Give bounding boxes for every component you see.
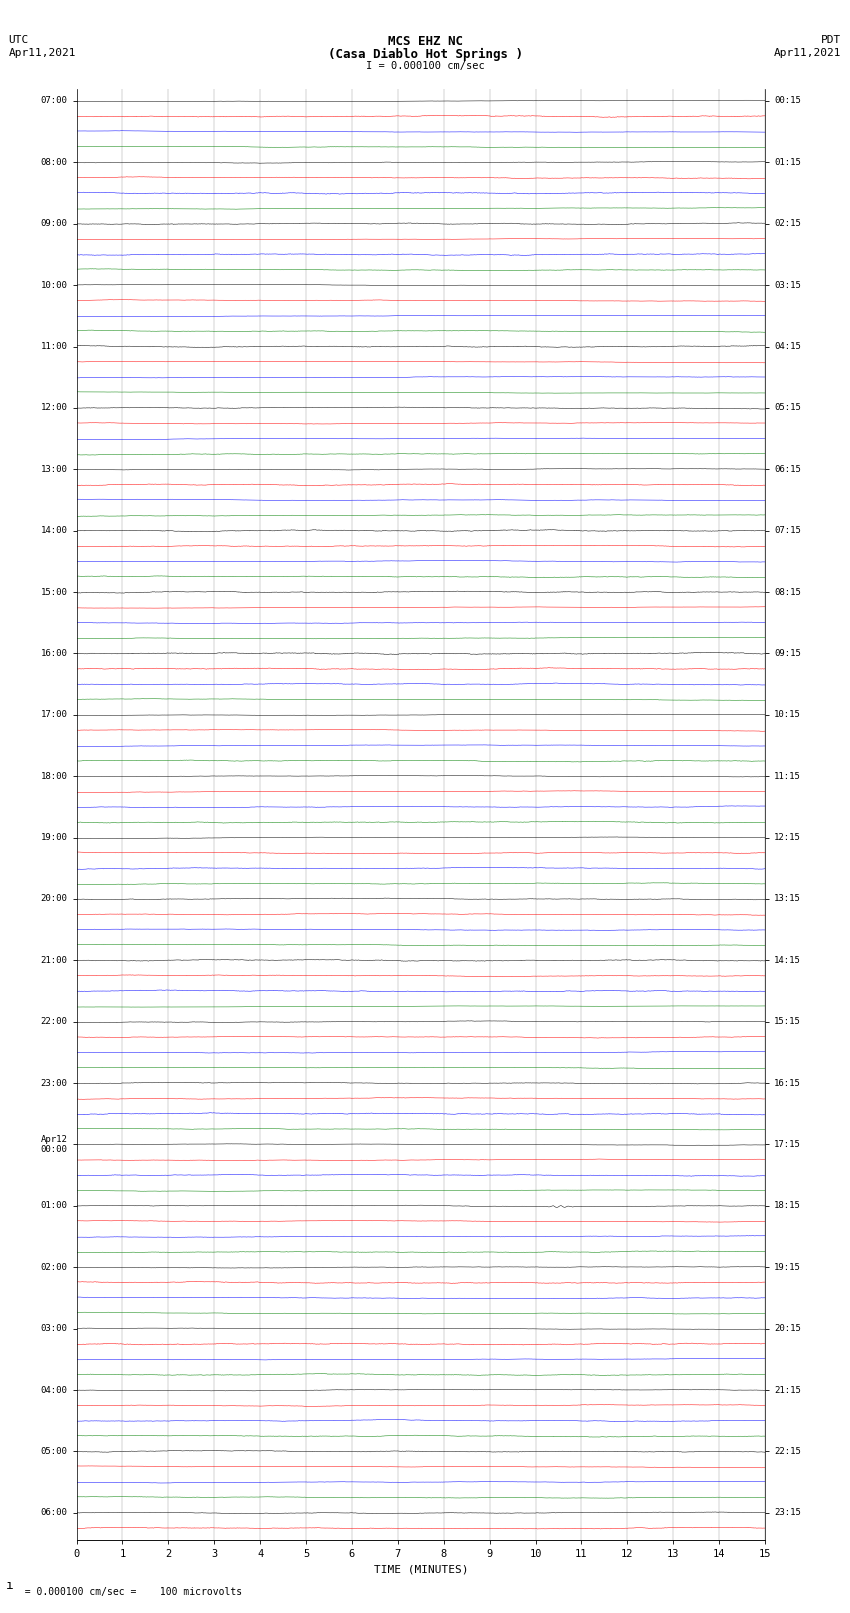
X-axis label: TIME (MINUTES): TIME (MINUTES) (373, 1565, 468, 1574)
Text: I = 0.000100 cm/sec: I = 0.000100 cm/sec (366, 61, 484, 71)
Text: (Casa Diablo Hot Springs ): (Casa Diablo Hot Springs ) (327, 48, 523, 61)
Text: = 0.000100 cm/sec =    100 microvolts: = 0.000100 cm/sec = 100 microvolts (13, 1587, 242, 1597)
Text: MCS EHZ NC: MCS EHZ NC (388, 35, 462, 48)
Text: Apr11,2021: Apr11,2021 (774, 48, 842, 58)
Text: UTC: UTC (8, 35, 29, 45)
Text: PDT: PDT (821, 35, 842, 45)
Text: ı: ı (6, 1579, 14, 1592)
Text: Apr11,2021: Apr11,2021 (8, 48, 76, 58)
